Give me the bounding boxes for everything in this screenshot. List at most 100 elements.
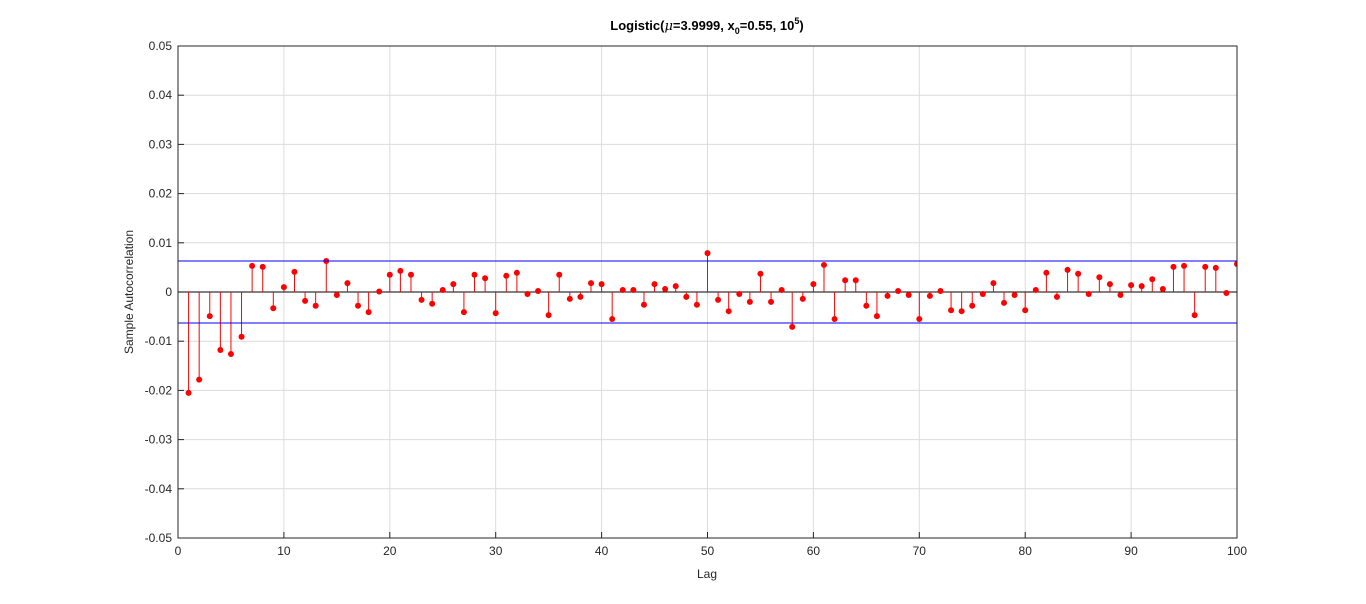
y-tick-label: 0.02: [149, 187, 173, 201]
stem-marker: [492, 310, 499, 317]
x-tick-label: 10: [277, 544, 291, 558]
stem-marker: [196, 376, 203, 383]
stem-marker: [1053, 293, 1060, 300]
stem-marker: [820, 261, 827, 268]
x-tick-label: 50: [701, 544, 715, 558]
stem-marker: [333, 291, 340, 298]
stem-marker: [895, 288, 902, 295]
plot-area: [178, 46, 1237, 396]
stem-marker: [365, 309, 372, 316]
stem-marker: [672, 283, 679, 290]
y-tick-label: -0.02: [145, 383, 173, 397]
stem-marker: [609, 316, 616, 323]
title-part: Logistic(: [610, 18, 665, 33]
stem-marker: [280, 284, 287, 291]
stem-marker: [651, 281, 658, 288]
x-tick-label: 90: [1124, 544, 1138, 558]
stem-marker: [460, 309, 467, 316]
stem-marker: [535, 288, 542, 295]
stem-marker: [746, 298, 753, 305]
stem-marker: [1181, 262, 1188, 269]
y-tick-label: 0: [165, 285, 172, 299]
stem-marker: [1212, 264, 1219, 271]
stem-marker: [1096, 274, 1103, 281]
stem-marker: [302, 297, 309, 304]
stem-marker: [503, 272, 510, 279]
stem-marker: [577, 293, 584, 300]
stem-marker: [1001, 299, 1008, 306]
stem-marker: [948, 307, 955, 314]
stem-marker: [926, 292, 933, 299]
title-subscript: 0: [735, 26, 740, 36]
stem-marker: [1032, 287, 1039, 294]
stem-marker: [418, 296, 425, 303]
y-tick-label: 0.04: [149, 88, 173, 102]
stem-marker: [227, 350, 234, 357]
stem-marker: [259, 263, 266, 270]
stem-marker: [863, 302, 870, 309]
stem-marker: [238, 333, 245, 340]
y-tick-label: -0.01: [145, 334, 173, 348]
title-part: μ: [664, 19, 672, 34]
y-axis-label: Sample Autocorrelation: [122, 230, 136, 354]
stem-marker: [916, 316, 923, 323]
title-part: ): [799, 18, 803, 33]
stem-marker: [397, 267, 404, 274]
stem-marker: [768, 298, 775, 305]
stem-marker: [513, 269, 520, 276]
stem-marker: [640, 301, 647, 308]
x-tick-label: 70: [913, 544, 927, 558]
x-tick-label: 30: [489, 544, 503, 558]
stem-marker: [1202, 263, 1209, 270]
stem-marker: [344, 280, 351, 287]
stem-marker: [1064, 266, 1071, 273]
stem-marker: [990, 280, 997, 287]
stem-marker: [291, 268, 298, 275]
stem-marker: [1128, 282, 1135, 289]
stem-marker: [249, 262, 256, 269]
title-part: =3.9999, x: [673, 18, 736, 33]
title-part: =0.55, 10: [740, 18, 795, 33]
stem-marker: [450, 281, 457, 288]
stem-marker: [545, 312, 552, 319]
stem-marker: [429, 300, 436, 307]
stem-marker: [725, 308, 732, 315]
stem-marker: [1170, 263, 1177, 270]
chart-title: Logistic(μ=3.9999, x0=0.55, 105): [610, 16, 803, 36]
stem-marker: [386, 271, 393, 278]
stem-marker: [1075, 270, 1082, 277]
stem-marker: [1022, 307, 1029, 314]
x-tick-label: 100: [1227, 544, 1247, 558]
stem-marker: [206, 313, 213, 320]
stem-marker: [842, 277, 849, 284]
stem-marker: [852, 277, 859, 284]
stem-marker: [873, 313, 880, 320]
x-tick-label: 80: [1019, 544, 1033, 558]
stem-marker: [1223, 289, 1230, 296]
stem-marker: [524, 290, 531, 297]
axes-box: [177, 45, 1238, 539]
stem-marker: [355, 302, 362, 309]
stem-marker: [810, 281, 817, 288]
stem-marker: [376, 288, 383, 295]
stem-marker: [1117, 291, 1124, 298]
stem-marker: [588, 280, 595, 287]
stem-marker: [556, 271, 563, 278]
stem-marker: [884, 292, 891, 299]
stem-marker: [482, 275, 489, 282]
title-superscript: 5: [794, 16, 799, 26]
stem-marker: [1138, 283, 1145, 290]
y-tick-label: 0.01: [149, 236, 173, 250]
stem-marker: [683, 293, 690, 300]
y-tick-label: 0.03: [149, 137, 173, 151]
stem-marker: [736, 290, 743, 297]
x-tick-label: 20: [383, 544, 397, 558]
stem-marker: [778, 287, 785, 294]
x-tick-label: 40: [595, 544, 609, 558]
stem-marker: [1106, 281, 1113, 288]
stem-marker: [662, 286, 669, 293]
stem-marker: [407, 271, 414, 278]
stem-marker: [1149, 276, 1156, 283]
